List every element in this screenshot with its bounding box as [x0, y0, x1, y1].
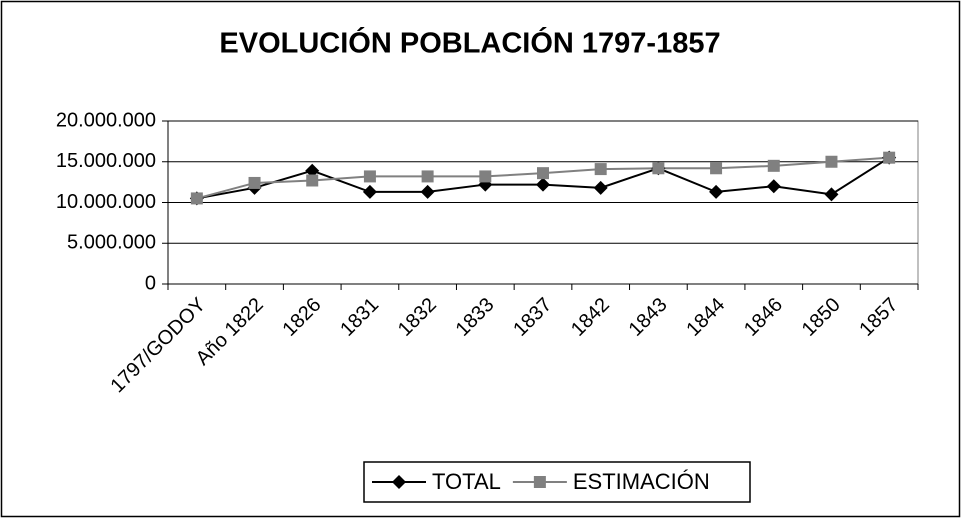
- point-marker: [710, 162, 723, 175]
- point-marker: [709, 184, 724, 199]
- chart-title: EVOLUCIÓN POBLACIÓN 1797-1857: [219, 26, 720, 60]
- y-tick-label: 0: [145, 272, 156, 294]
- point-marker: [537, 167, 549, 180]
- point-marker: [363, 170, 376, 183]
- point-marker: [248, 176, 261, 189]
- point-marker: [825, 155, 838, 168]
- point-marker: [190, 192, 203, 205]
- point-marker: [594, 163, 607, 176]
- point-marker: [883, 151, 896, 164]
- legend-label: ESTIMACIÓN: [573, 469, 710, 494]
- y-tick-label: 5.000.000: [67, 232, 156, 254]
- y-tick-label: 20.000.000: [56, 109, 156, 131]
- legend-label: TOTAL: [432, 469, 501, 494]
- point-marker: [420, 184, 435, 199]
- y-tick-label: 15.000.000: [56, 150, 156, 172]
- legend-marker: [392, 475, 406, 489]
- point-marker: [479, 170, 492, 183]
- point-marker: [593, 180, 608, 195]
- point-marker: [362, 184, 377, 199]
- point-marker: [536, 177, 550, 192]
- point-marker: [421, 170, 434, 183]
- point-marker: [652, 162, 665, 175]
- point-marker: [767, 159, 780, 172]
- point-marker: [824, 187, 839, 202]
- legend-marker: [533, 476, 546, 488]
- point-marker: [306, 174, 319, 187]
- y-tick-label: 10.000.000: [56, 191, 156, 213]
- point-marker: [766, 179, 781, 194]
- point-marker: [305, 163, 320, 178]
